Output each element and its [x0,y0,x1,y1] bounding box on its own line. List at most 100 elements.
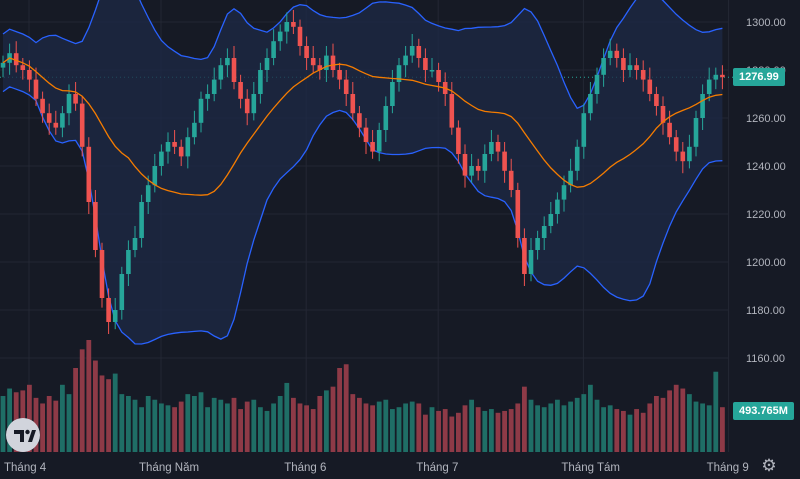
candle-body [687,146,692,162]
candle-body [390,82,395,106]
volume-bar [264,410,270,452]
volume-bar [317,396,323,452]
candlesticks[interactable] [0,10,725,334]
candle-body [647,79,653,94]
candle-body [218,65,224,80]
volume-bar [324,390,329,452]
volume-bar [634,409,639,452]
candle-body [40,98,45,114]
candle-body [132,238,138,250]
volume-bar [343,364,349,452]
volume-bar [535,405,540,452]
candle-body [423,58,428,70]
volume-bar [700,403,705,452]
candle-body [449,94,455,128]
tradingview-logo-glyph [14,429,36,442]
candle-body [304,46,309,58]
candle-body [634,65,639,70]
candle-body [607,50,613,58]
time-tick-label: Tháng 4 [4,462,47,474]
candle-body [264,58,270,70]
volume-bar [588,384,593,452]
time-axis[interactable]: Tháng 4 Tháng Năm Tháng 6 Tháng 7 Tháng Tám T… [4,462,749,474]
candle-body [654,94,659,106]
volume-bar [0,396,6,452]
moving-average-line [2,57,723,196]
tradingview-logo-icon[interactable] [6,418,40,452]
volume-bar [449,416,455,452]
volume-bar [277,396,283,452]
volume-bar [713,371,719,452]
candle-body [495,142,501,152]
price-tick-label: 1300.00 [746,17,786,29]
volume-bar [251,399,257,452]
candle-body [502,151,507,171]
volume-bar [258,407,263,452]
volume-bar [330,386,336,452]
candle-body [489,142,494,154]
candle-body [46,113,52,123]
volume-bar [132,399,138,452]
candle-body [693,118,699,147]
volume-bar [271,403,276,452]
candle-body [53,122,59,128]
volume-bar [482,410,488,452]
candle-body [33,79,39,99]
candle-body [324,55,329,70]
volume-bar [568,401,573,452]
volume-bar [647,403,653,452]
volume-bar [594,399,600,452]
volume-bar [390,409,395,452]
candle-body [185,137,191,157]
candle-body [568,170,573,186]
volume-bar [383,399,389,452]
volume-bar [528,399,534,452]
volume-bar [152,399,158,452]
candle-body [396,65,402,82]
volume-bar [178,401,184,452]
candle-body [258,70,263,94]
candle-body [165,142,171,152]
volume-bar [627,414,633,452]
time-tick-label: Tháng 7 [416,462,458,474]
candle-body [462,154,468,176]
candle-body [627,65,633,70]
volume-bar [621,410,626,452]
volume-bar [409,401,415,452]
volume-bar [601,407,606,452]
volume-bar [238,409,243,452]
candle-body [541,226,547,238]
volume-bar [429,407,435,452]
lower-band-line [2,86,723,345]
candle-body [27,70,32,80]
candle-body [205,94,210,99]
volume-bar [297,403,303,452]
volume-bar [654,396,659,452]
time-tick-label: Tháng Năm [139,462,199,474]
candle-body [337,70,342,80]
volume-bar [284,382,290,452]
candle-body [73,94,78,104]
candle-body [561,185,567,200]
volume-bar [139,407,144,452]
candle-body [515,190,521,238]
volume-bar [66,394,72,452]
candle-body [720,74,725,78]
candle-body [706,79,712,94]
candle-body [13,53,19,66]
candle-body [343,79,349,94]
volume-bar [40,403,45,452]
volume-bar [403,403,408,452]
gear-icon[interactable]: ⚙ [761,456,777,476]
candle-body [251,94,257,114]
candle-body [555,199,560,214]
candle-body [621,58,626,70]
time-tick-label: Tháng 6 [284,462,326,474]
candle-body [350,94,356,114]
candle-body [225,58,230,66]
volume-bar [211,397,217,452]
candle-body [79,103,85,147]
volume-bar [60,384,65,452]
